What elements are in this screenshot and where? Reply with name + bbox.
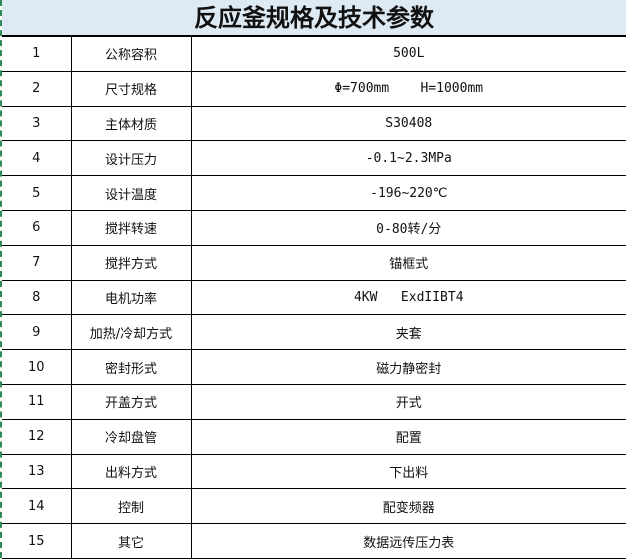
parameter-value: 开式 xyxy=(190,383,626,420)
parameter-name: 加热/冷却方式 xyxy=(70,314,192,351)
parameter-name: 控制 xyxy=(70,488,192,525)
table-row: 8 电机功率 4KW ExdIIBT4 xyxy=(2,279,626,316)
table-row: 10 密封形式 磁力静密封 xyxy=(2,349,626,385)
parameter-name: 公称容积 xyxy=(70,36,192,72)
row-number: 13 xyxy=(2,453,72,490)
table-title: 反应釜规格及技术参数 xyxy=(2,0,626,36)
table-row: 2 尺寸规格 Φ=700mm H=1000mm xyxy=(2,70,626,107)
parameter-value: 配置 xyxy=(190,418,626,455)
table-row: 6 搅拌转速 0-80转/分 xyxy=(2,209,626,246)
table-row: 5 设计温度 -196~220℃ xyxy=(2,175,626,211)
parameter-name: 开盖方式 xyxy=(70,383,192,420)
row-number: 8 xyxy=(2,279,72,316)
parameter-value: 500L xyxy=(190,36,626,72)
parameter-name: 冷却盘管 xyxy=(70,418,192,455)
table-row: 11 开盖方式 开式 xyxy=(2,383,626,420)
row-number: 4 xyxy=(2,140,72,177)
row-number: 14 xyxy=(2,488,72,525)
parameter-value: S30408 xyxy=(190,105,626,142)
row-number: 1 xyxy=(2,36,72,72)
row-number: 6 xyxy=(2,209,72,246)
row-number: 15 xyxy=(2,523,72,559)
parameter-value: 4KW ExdIIBT4 xyxy=(190,279,626,316)
parameter-value: -196~220℃ xyxy=(190,175,626,211)
parameter-value: 下出料 xyxy=(190,453,626,490)
table-row: 12 冷却盘管 配置 xyxy=(2,418,626,455)
parameter-name: 其它 xyxy=(70,523,192,559)
table-row: 15 其它 数据远传压力表 xyxy=(2,523,626,559)
row-number: 9 xyxy=(2,314,72,351)
parameter-value: 配变频器 xyxy=(190,488,626,525)
table-row: 13 出料方式 下出料 xyxy=(2,453,626,490)
parameter-value: 0-80转/分 xyxy=(190,209,626,246)
parameter-name: 出料方式 xyxy=(70,453,192,490)
parameter-value: 磁力静密封 xyxy=(190,349,626,385)
row-number: 5 xyxy=(2,175,72,211)
table-row: 7 搅拌方式 锚框式 xyxy=(2,244,626,281)
row-number: 12 xyxy=(2,418,72,455)
parameter-name: 尺寸规格 xyxy=(70,70,192,107)
table-row: 4 设计压力 -0.1~2.3MPa xyxy=(2,140,626,177)
table-row: 1 公称容积 500L xyxy=(2,36,626,72)
parameter-name: 设计压力 xyxy=(70,140,192,177)
parameter-name: 密封形式 xyxy=(70,349,192,385)
parameter-value: 锚框式 xyxy=(190,244,626,281)
table-row: 14 控制 配变频器 xyxy=(2,488,626,525)
parameter-name: 设计温度 xyxy=(70,175,192,211)
parameter-value: -0.1~2.3MPa xyxy=(190,140,626,177)
row-number: 11 xyxy=(2,383,72,420)
parameter-name: 主体材质 xyxy=(70,105,192,142)
parameter-value: 夹套 xyxy=(190,314,626,351)
table-row: 9 加热/冷却方式 夹套 xyxy=(2,314,626,351)
parameter-name: 搅拌方式 xyxy=(70,244,192,281)
parameter-value: 数据远传压力表 xyxy=(190,523,626,559)
spec-table: 1 公称容积 500L 2 尺寸规格 Φ=700mm H=1000mm 3 主体材质 S3040… xyxy=(2,36,626,559)
parameter-value: Φ=700mm H=1000mm xyxy=(190,70,626,107)
row-number: 2 xyxy=(2,70,72,107)
row-number: 10 xyxy=(2,349,72,385)
parameter-name: 搅拌转速 xyxy=(70,209,192,246)
row-number: 3 xyxy=(2,105,72,142)
parameter-name: 电机功率 xyxy=(70,279,192,316)
table-row: 3 主体材质 S30408 xyxy=(2,105,626,142)
row-number: 7 xyxy=(2,244,72,281)
